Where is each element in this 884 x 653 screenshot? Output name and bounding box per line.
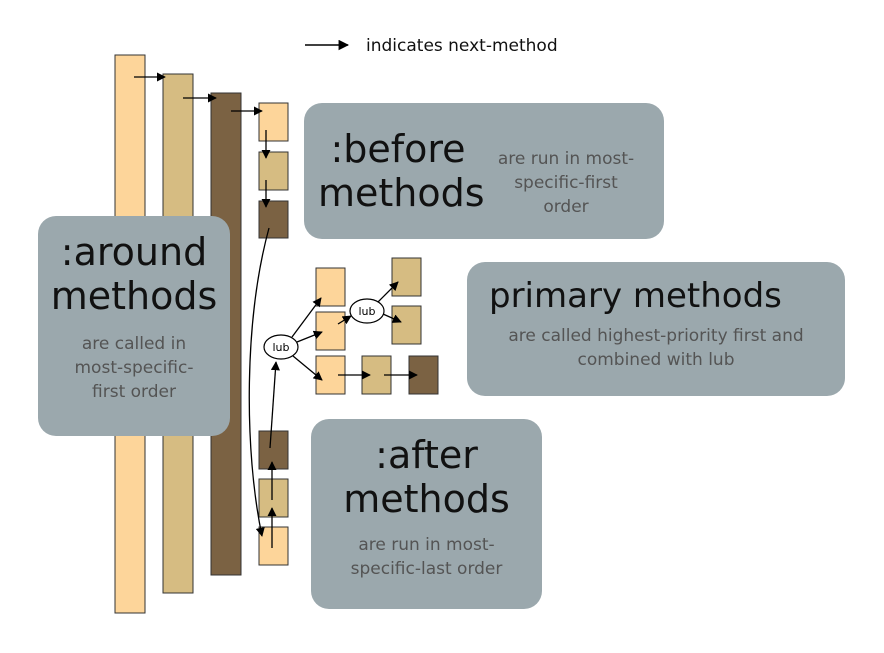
before-methods-box: :before methods are run in most- specifi… [304,103,664,239]
before-desc-line-2: specific-first [514,173,618,193]
primary-method-b2 [391,305,422,345]
around-desc-line-2: most-specific- [74,358,194,378]
before-desc-line-3: order [543,197,589,217]
after-title: :after methods [311,433,542,521]
before-title-line-2: methods [318,171,485,215]
before-method-1 [258,102,289,142]
primary-method-b1 [391,257,422,297]
lub-node-2-label: lub [358,305,375,318]
legend-label: indicates next-method [366,36,558,56]
before-method-2 [258,151,289,191]
arrow-after-1-lub [269,361,280,449]
primary-methods-box: primary methods are called highest-prior… [467,262,845,396]
arrow-lub1-a1 [291,297,322,338]
arrow-lub2-b1 [377,281,399,303]
lub-node-1-label: lub [272,341,289,354]
arrow-lub2-b2 [382,313,402,323]
around-methods-box: :around methods are called in most-speci… [38,216,230,436]
after-desc-line-2: specific-last order [350,559,503,579]
before-description: are run in most- specific-first order [476,147,656,219]
around-title-line-2: methods [50,274,218,318]
primary-desc-line-2: combined with lub [577,350,735,370]
lub-node-2 [349,298,385,324]
after-method-1 [258,430,289,470]
before-desc-line-1: are run in most- [497,149,635,169]
after-method-3 [258,526,289,566]
before-method-3 [258,200,289,239]
after-title-line-1: :after [375,433,478,477]
before-title: :before methods [318,127,485,215]
around-title: :around methods [38,230,230,318]
primary-desc-line-1: are called highest-priority first and [508,326,804,346]
after-methods-box: :after methods are run in most- specific… [311,419,542,609]
arrow-before-to-after [248,227,270,537]
before-title-line-1: :before [330,127,466,171]
around-desc-line-3: first order [92,382,176,402]
after-description: are run in most- specific-last order [311,533,542,581]
after-desc-line-1: are run in most- [358,535,495,555]
primary-method-a1 [315,267,346,307]
primary-title: primary methods [489,276,782,316]
lub-node-1 [263,334,299,360]
after-method-2 [258,478,289,518]
primary-description: are called highest-priority first and co… [467,324,845,372]
after-title-line-2: methods [343,477,510,521]
primary-method-a2 [315,311,346,351]
around-desc-line-1: are called in [81,334,187,354]
arrow-a2-lub2 [337,315,352,325]
around-description: are called in most-specific- first order [38,332,230,404]
arrow-lub1-a2 [296,330,323,343]
arrow-lub1-a3 [292,355,323,381]
around-title-line-1: :around [60,230,208,274]
